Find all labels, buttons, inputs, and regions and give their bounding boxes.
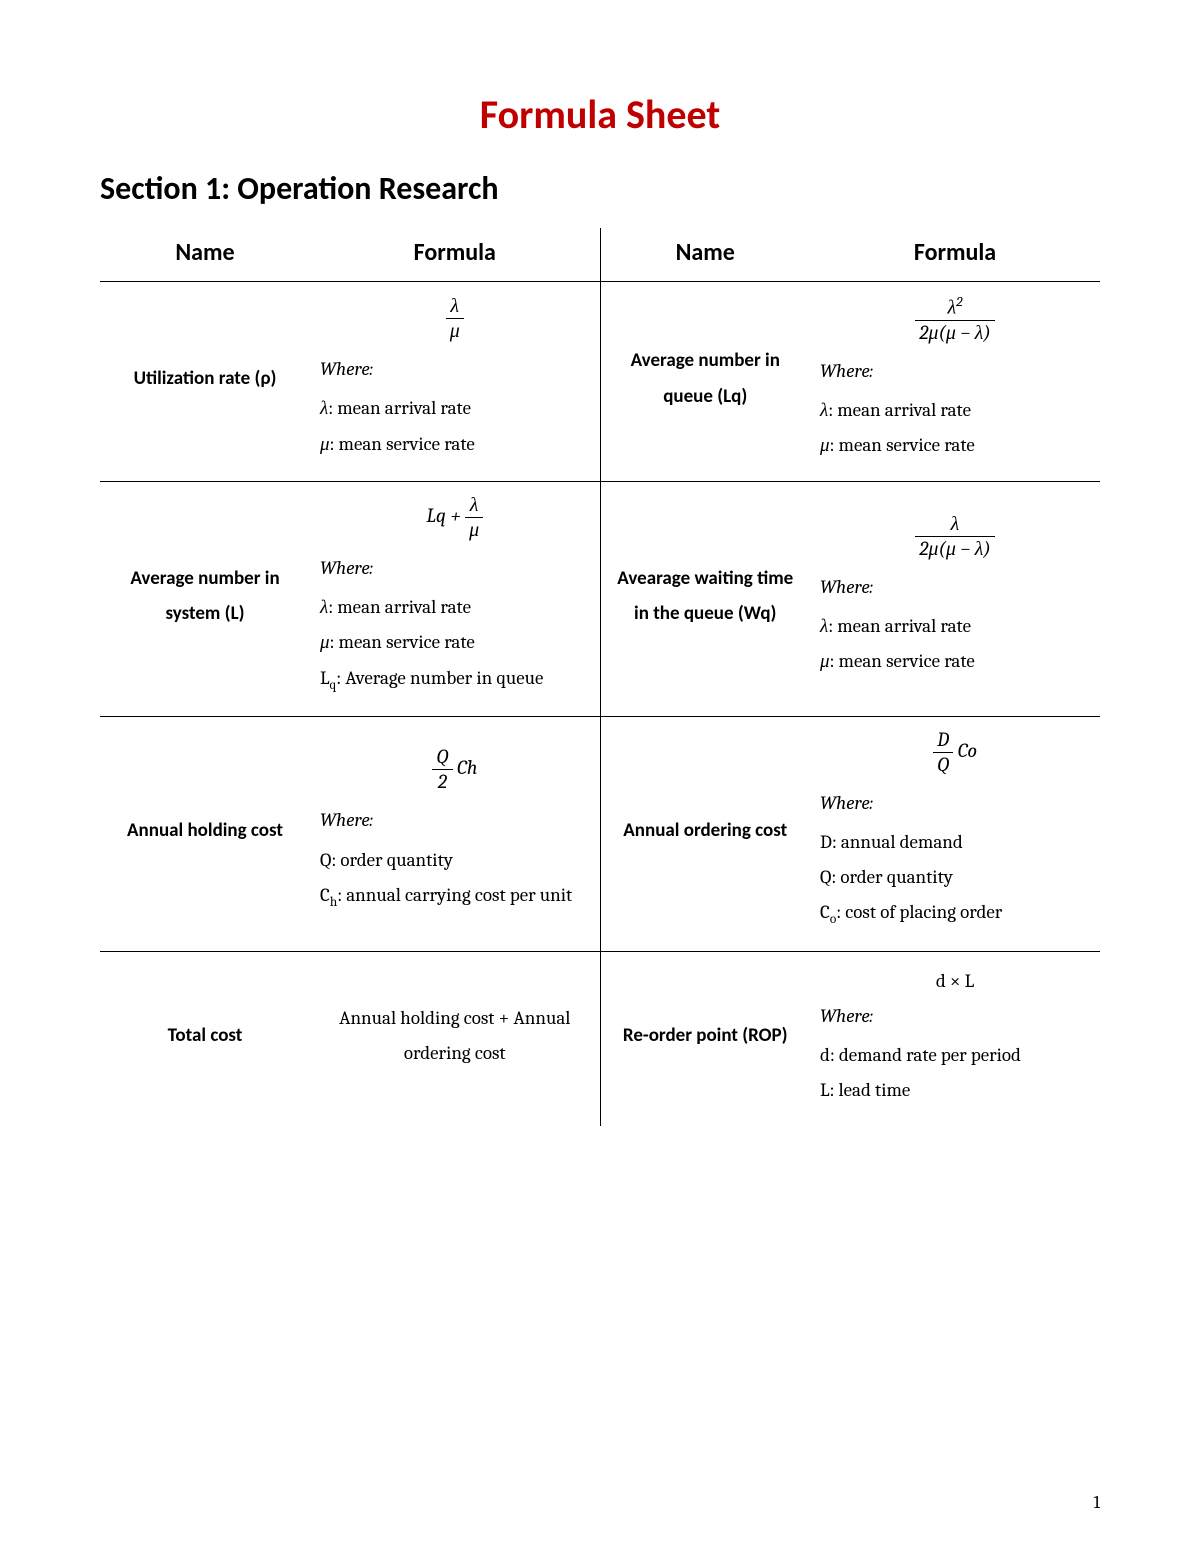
where-line: λ: mean arrival rate [320, 391, 590, 426]
name-cell: Total cost [100, 951, 310, 1126]
col-header-name-left: Name [100, 228, 310, 282]
where-line: Co: cost of placing order [820, 895, 1090, 932]
where-line: μ: mean service rate [820, 428, 1090, 463]
formula-expression: λ22μ(μ − λ) [820, 294, 1090, 344]
document-title: Formula Sheet [100, 90, 1100, 139]
formula-expression: λμ [320, 295, 590, 342]
name-cell: Annual ordering cost [600, 716, 810, 951]
where-label: Where: [320, 551, 590, 586]
name-cell: Utilization rate (ρ) [100, 282, 310, 482]
where-line: Q: order quantity [820, 860, 1090, 895]
where-label: Where: [320, 803, 590, 838]
formula-expression: λ2μ(μ − λ) [820, 513, 1090, 560]
name-cell: Average number in system (L) [100, 482, 310, 717]
where-line: d: demand rate per period [820, 1038, 1090, 1073]
formula-cell: Q2 Ch Where: Q: order quantityCh: annual c… [310, 716, 600, 951]
formula-cell: λμ Where: λ: mean arrival rateμ: mean serv… [310, 282, 600, 482]
where-label: Where: [820, 786, 1090, 821]
formula-cell: DQ Co Where: D: annual demandQ: order quan… [810, 716, 1100, 951]
col-header-formula-right: Formula [810, 228, 1100, 282]
formula-cell: λ2μ(μ − λ) Where: λ: mean arrival rateμ: m… [810, 482, 1100, 717]
formula-table: Name Formula Name Formula Utilization ra… [100, 228, 1100, 1126]
where-line: λ: mean arrival rate [320, 590, 590, 625]
name-cell: Re-order point (ROP) [600, 951, 810, 1126]
formula-expression: d × L [820, 964, 1090, 999]
section-heading: Section 1: Operation Research [100, 169, 1100, 208]
where-line: λ: mean arrival rate [820, 393, 1090, 428]
formula-expression: DQ Co [820, 729, 1090, 776]
where-line: Q: order quantity [320, 843, 590, 878]
where-line: μ: mean service rate [320, 625, 590, 660]
where-line: Lq: Average number in queue [320, 661, 590, 698]
formula-cell: Annual holding cost + Annual ordering co… [310, 951, 600, 1126]
name-cell: Average number in queue (Lq) [600, 282, 810, 482]
formula-expression: Lq + λμ [320, 494, 590, 541]
page-number: 1 [1093, 1492, 1100, 1513]
formula-expression: Annual holding cost + Annual ordering co… [320, 1001, 590, 1071]
formula-expression: Q2 Ch [320, 746, 590, 793]
document-page: Formula Sheet Section 1: Operation Resea… [0, 0, 1200, 1553]
where-label: Where: [820, 354, 1090, 389]
col-header-name-right: Name [600, 228, 810, 282]
where-label: Where: [820, 999, 1090, 1034]
where-line: D: annual demand [820, 825, 1090, 860]
name-cell: Avearage waiting time in the queue (Wq) [600, 482, 810, 717]
formula-cell: λ22μ(μ − λ) Where: λ: mean arrival rateμ: … [810, 282, 1100, 482]
where-line: Ch: annual carrying cost per unit [320, 878, 590, 915]
where-line: λ: mean arrival rate [820, 609, 1090, 644]
formula-cell: Lq + λμ Where: λ: mean arrival rateμ: mean… [310, 482, 600, 717]
table-row: Utilization rate (ρ)λμ Where: λ: mean arri… [100, 282, 1100, 482]
where-line: μ: mean service rate [320, 427, 590, 462]
col-header-formula-left: Formula [310, 228, 600, 282]
where-line: μ: mean service rate [820, 644, 1090, 679]
where-label: Where: [820, 570, 1090, 605]
where-line: L: lead time [820, 1073, 1090, 1108]
table-row: Annual holding costQ2 Ch Where: Q: order q… [100, 716, 1100, 951]
where-label: Where: [320, 352, 590, 387]
table-header-row: Name Formula Name Formula [100, 228, 1100, 282]
formula-cell: d × LWhere: d: demand rate per periodL: l… [810, 951, 1100, 1126]
table-row: Average number in system (L)Lq + λμ Where… [100, 482, 1100, 717]
name-cell: Annual holding cost [100, 716, 310, 951]
table-row: Total costAnnual holding cost + Annual o… [100, 951, 1100, 1126]
